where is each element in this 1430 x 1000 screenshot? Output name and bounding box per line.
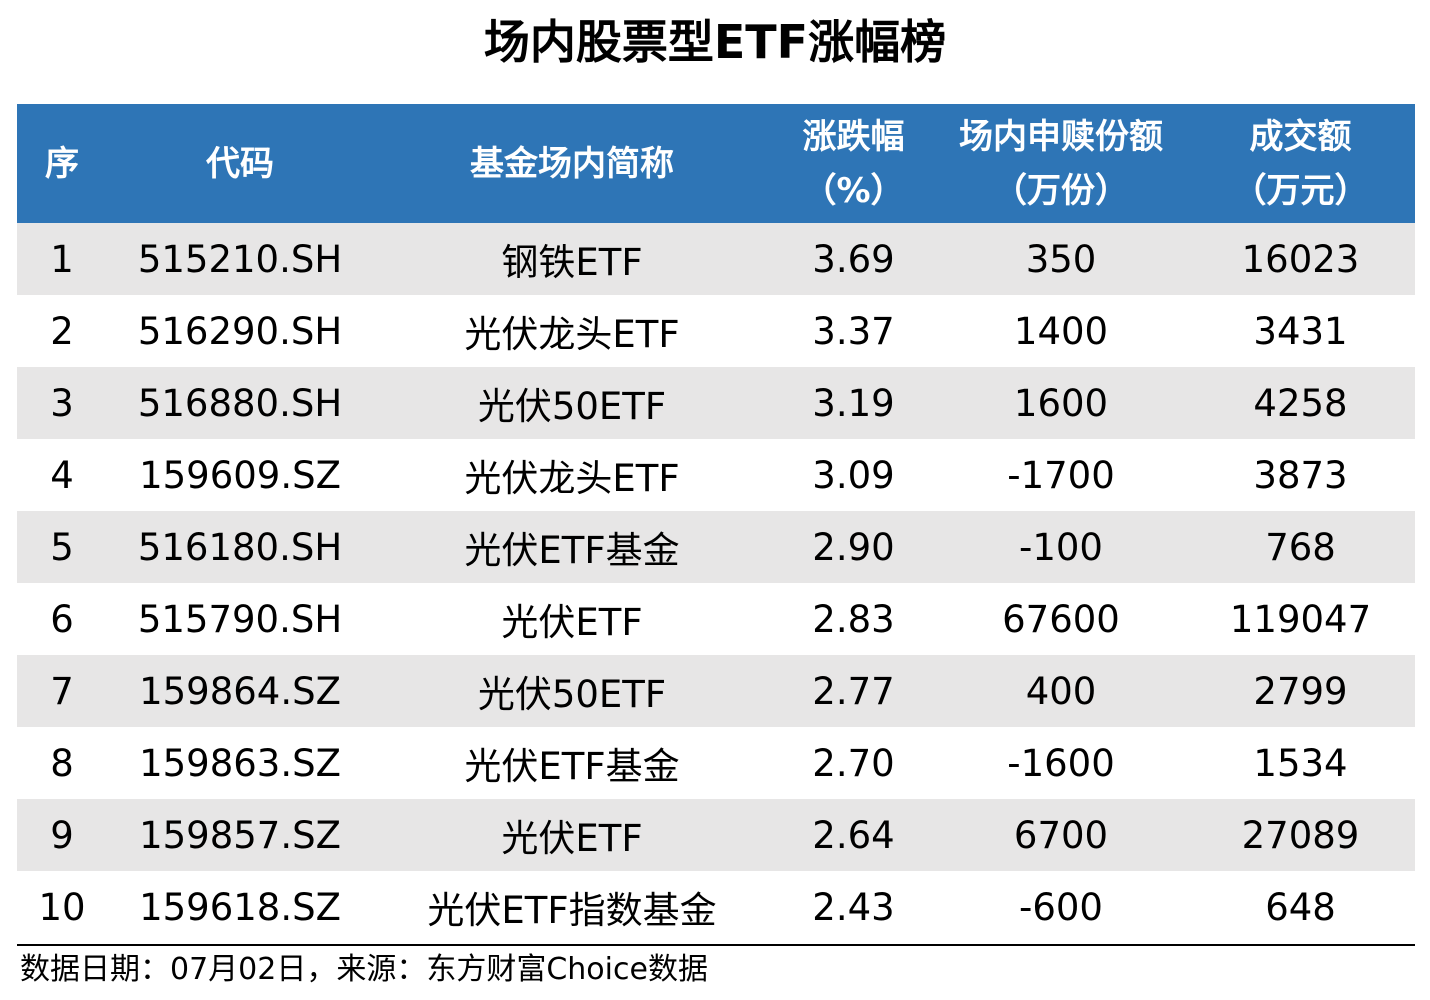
cell-rank: 7	[50, 669, 74, 713]
cell-fund-name: 光伏龙头ETF	[464, 313, 680, 356]
header-flow-unit: （万份）	[993, 170, 1129, 211]
cell-rank: 1	[50, 237, 74, 281]
table-row: 4 159609.SZ 光伏龙头ETF 3.09 -1700 3873	[17, 439, 1415, 511]
cell-code: 516290.SH	[137, 309, 343, 353]
table-row: 3 516880.SH 光伏50ETF 3.19 1600 4258	[17, 367, 1415, 439]
header-code: 代码	[107, 104, 373, 223]
cell-change-pct: 3.69	[812, 237, 895, 281]
cell-turnover: 16023	[1241, 237, 1360, 281]
cell-fund-name: 光伏龙头ETF	[464, 457, 680, 500]
cell-rank: 9	[50, 813, 74, 857]
table-row: 1 515210.SH 钢铁ETF 3.69 350 16023	[17, 223, 1415, 295]
source-footnote: 数据日期：07月02日，来源：东方财富Choice数据	[20, 952, 708, 987]
cell-fund-name: 光伏ETF基金	[464, 529, 680, 572]
table-row: 6 515790.SH 光伏ETF 2.83 67600 119047	[17, 583, 1415, 655]
cell-rank: 6	[50, 597, 74, 641]
cell-fund-name: 光伏50ETF	[477, 385, 667, 428]
cell-net-subscription: 67600	[1002, 597, 1120, 641]
cell-change-pct: 2.83	[812, 597, 895, 641]
cell-code: 516880.SH	[137, 381, 343, 425]
cell-code: 515210.SH	[137, 237, 343, 281]
header-rank-label: 序	[45, 143, 79, 184]
cell-fund-name: 光伏ETF	[501, 817, 643, 860]
cell-code: 159609.SZ	[139, 453, 341, 497]
table-body: 1 515210.SH 钢铁ETF 3.69 350 16023 2 516290.SH 光伏龙…	[17, 223, 1415, 943]
header-turnover-label: 成交额	[1249, 116, 1352, 157]
cell-turnover: 2799	[1253, 669, 1348, 713]
cell-change-pct: 2.77	[812, 669, 895, 713]
cell-code: 159857.SZ	[139, 813, 341, 857]
cell-net-subscription: -1600	[1007, 741, 1115, 785]
cell-fund-name: 光伏50ETF	[477, 673, 667, 716]
header-change-unit: （%）	[802, 170, 905, 211]
cell-turnover: 648	[1265, 885, 1336, 929]
cell-net-subscription: -1700	[1007, 453, 1115, 497]
table-row: 10 159618.SZ 光伏ETF指数基金 2.43 -600 648	[17, 871, 1415, 943]
cell-turnover: 3873	[1253, 453, 1348, 497]
cell-change-pct: 2.43	[812, 885, 895, 929]
table-row: 2 516290.SH 光伏龙头ETF 3.37 1400 3431	[17, 295, 1415, 367]
cell-fund-name: 光伏ETF基金	[464, 745, 680, 788]
table-row: 9 159857.SZ 光伏ETF 2.64 6700 27089	[17, 799, 1415, 871]
cell-turnover: 3431	[1253, 309, 1348, 353]
cell-rank: 2	[50, 309, 74, 353]
cell-net-subscription: 1600	[1013, 381, 1109, 425]
table-row: 8 159863.SZ 光伏ETF基金 2.70 -1600 1534	[17, 727, 1415, 799]
header-name-label: 基金场内简称	[470, 143, 674, 184]
cell-code: 515790.SH	[137, 597, 343, 641]
cell-code: 516180.SH	[137, 525, 343, 569]
cell-rank: 4	[50, 453, 74, 497]
cell-change-pct: 3.37	[812, 309, 895, 353]
cell-net-subscription: -100	[1019, 525, 1103, 569]
cell-net-subscription: 6700	[1013, 813, 1109, 857]
cell-rank: 3	[50, 381, 74, 425]
cell-change-pct: 2.64	[812, 813, 895, 857]
cell-code: 159618.SZ	[139, 885, 341, 929]
cell-fund-name: 钢铁ETF	[501, 241, 643, 284]
table-row: 5 516180.SH 光伏ETF基金 2.90 -100 768	[17, 511, 1415, 583]
cell-code: 159863.SZ	[139, 741, 341, 785]
header-change: 涨跌幅 （%）	[771, 104, 936, 223]
cell-turnover: 768	[1265, 525, 1336, 569]
cell-change-pct: 2.90	[812, 525, 895, 569]
header-turnover-unit: （万元）	[1232, 170, 1369, 211]
footer-divider	[17, 944, 1415, 946]
cell-net-subscription: 350	[1025, 237, 1097, 281]
cell-fund-name: 光伏ETF指数基金	[427, 889, 717, 932]
cell-change-pct: 3.19	[812, 381, 895, 425]
header-rank: 序	[17, 104, 107, 223]
header-flow: 场内申赎份额 （万份）	[936, 104, 1186, 223]
header-name: 基金场内简称	[373, 104, 771, 223]
etf-ranking-table: 序 代码 基金场内简称 涨跌幅 （%） 场内申赎份额 （万份） 成交额 （万元）…	[17, 104, 1415, 943]
cell-change-pct: 3.09	[812, 453, 895, 497]
header-flow-label: 场内申赎份额	[959, 116, 1163, 157]
header-change-label: 涨跌幅	[802, 116, 905, 157]
cell-net-subscription: 1400	[1013, 309, 1109, 353]
cell-net-subscription: 400	[1025, 669, 1097, 713]
header-code-label: 代码	[206, 143, 274, 184]
cell-rank: 10	[38, 885, 86, 929]
cell-fund-name: 光伏ETF	[501, 601, 643, 644]
cell-code: 159864.SZ	[139, 669, 341, 713]
header-turnover: 成交额 （万元）	[1186, 104, 1415, 223]
cell-rank: 5	[50, 525, 74, 569]
cell-turnover: 1534	[1253, 741, 1348, 785]
table-header: 序 代码 基金场内简称 涨跌幅 （%） 场内申赎份额 （万份） 成交额 （万元）	[17, 104, 1415, 223]
page-title: 场内股票型ETF涨幅榜	[483, 15, 947, 69]
table-row: 7 159864.SZ 光伏50ETF 2.77 400 2799	[17, 655, 1415, 727]
cell-change-pct: 2.70	[812, 741, 895, 785]
cell-net-subscription: -600	[1019, 885, 1103, 929]
cell-turnover: 4258	[1253, 381, 1348, 425]
cell-turnover: 27089	[1241, 813, 1360, 857]
cell-rank: 8	[50, 741, 74, 785]
cell-turnover: 119047	[1229, 597, 1372, 641]
